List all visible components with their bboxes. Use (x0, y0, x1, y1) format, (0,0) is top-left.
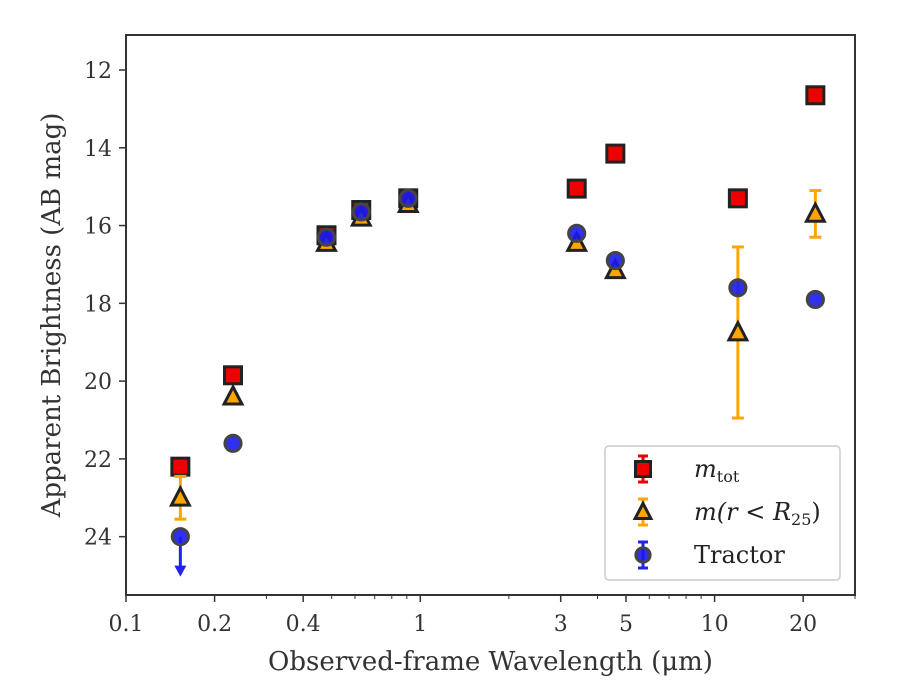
data-point (803, 200, 827, 223)
legend-entry: mtot (634, 454, 740, 486)
y-tick-label: 20 (84, 370, 112, 395)
data-point (223, 365, 244, 386)
data-point (170, 527, 190, 547)
legend-label: m(r < R25) (694, 498, 821, 529)
y-tick-label: 24 (84, 526, 112, 551)
y-tick-label: 18 (84, 292, 112, 317)
x-tick-label: 3 (554, 612, 568, 637)
legend-box (604, 445, 841, 581)
data-point (316, 227, 337, 247)
legend-entry: m(r < R25) (632, 497, 821, 529)
x-tick-label: 10 (701, 612, 729, 637)
legend-marker (632, 500, 654, 520)
y-axis-title: Apparent Brightness (AB mag) (37, 113, 67, 519)
data-point (221, 383, 245, 406)
data-point (168, 484, 192, 507)
data-point (567, 223, 587, 243)
y-axis-ticks: 12 14 16 18 20 22 24 (84, 59, 126, 551)
data-point (223, 433, 243, 453)
series-circle (170, 188, 825, 577)
x-tick-label: 5 (619, 612, 633, 637)
data-point (805, 289, 825, 310)
y-tick-label: 14 (84, 137, 112, 162)
y-tick-label: 16 (84, 215, 112, 240)
legend-label: Tractor (694, 541, 785, 569)
data-point (605, 250, 625, 271)
legend-entry: Tractor (634, 540, 785, 570)
data-point (170, 456, 191, 477)
x-tick-label: 0.4 (286, 612, 321, 637)
plot-frame (125, 34, 856, 596)
x-tick-label: 0.1 (109, 612, 144, 637)
y-tick-label: 22 (84, 448, 112, 473)
x-tick-label: 20 (789, 612, 817, 637)
upper-limit-arrowhead (174, 565, 187, 577)
legend-marker (634, 546, 652, 564)
data-point (726, 319, 750, 342)
data-point (805, 85, 826, 106)
legend-marker (634, 460, 652, 478)
x-tick-label: 1 (413, 612, 427, 637)
y-tick-label: 12 (84, 59, 112, 84)
data-point (566, 178, 587, 199)
data-point (351, 202, 371, 222)
data-point (728, 278, 748, 298)
x-tick-label: 0.2 (197, 612, 232, 637)
data-point (398, 188, 418, 208)
x-axis-title: Observed-frame Wavelength (μm) (268, 647, 713, 677)
data-point (605, 143, 626, 164)
series-square (170, 85, 826, 477)
legend-label: mtot (694, 455, 740, 486)
legend: mtot m(r < R25) Tractor (604, 445, 841, 581)
data-point (727, 188, 748, 209)
data-marks (168, 85, 827, 577)
x-axis-ticks: 0.1 0.2 0.4 1 3 5 10 20 (109, 595, 856, 637)
